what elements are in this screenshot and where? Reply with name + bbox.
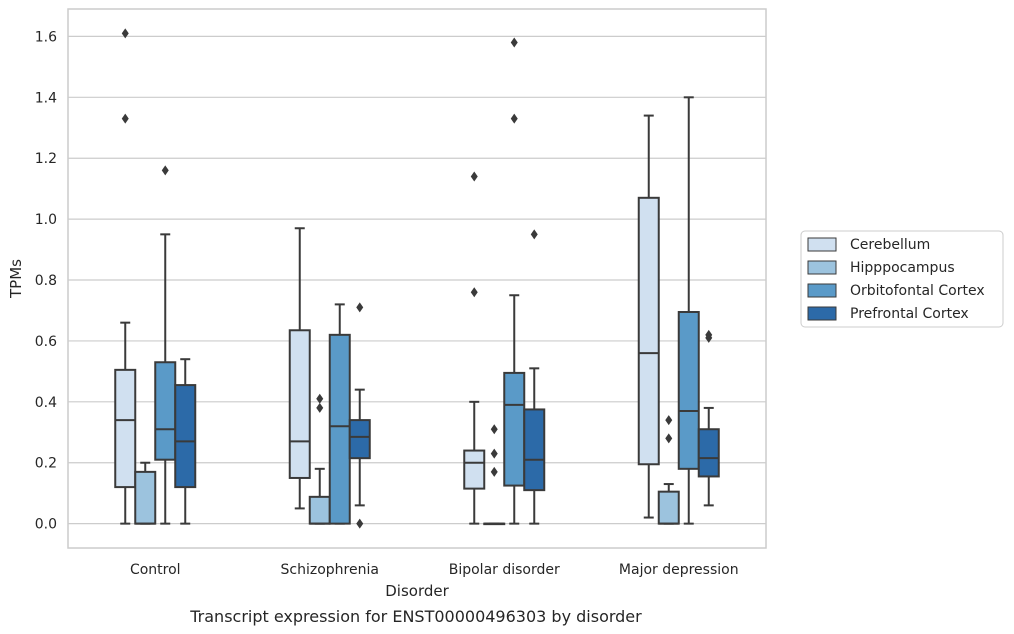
y-tick-label: 0.6 <box>35 334 57 350</box>
box-prefrontal-cortex <box>523 229 546 525</box>
legend-swatch <box>807 283 837 298</box>
box-prefrontal-cortex <box>697 329 720 507</box>
box-iqr <box>463 449 486 490</box>
box-iqr <box>134 470 157 525</box>
x-tick-label: Bipolar disorder <box>449 562 560 578</box>
box-iqr <box>657 490 680 525</box>
box-iqr <box>114 368 137 489</box>
box-hipppocampus <box>483 424 506 526</box>
y-tick-label: 0.8 <box>35 273 57 289</box>
box-cerebellum <box>114 28 137 525</box>
box-hipppocampus <box>134 461 157 525</box>
box-iqr <box>174 384 197 489</box>
outlier-point <box>510 113 518 124</box>
chart-caption: Transcript expression for ENST0000049630… <box>189 607 642 626</box>
box-iqr <box>288 329 311 479</box>
box-orbitofontal-cortex <box>328 303 351 525</box>
outlier-point <box>490 466 498 477</box>
box-groups <box>114 28 720 529</box>
outlier-point <box>705 329 713 340</box>
box-orbitofontal-cortex <box>503 37 526 525</box>
legend-label: Prefrontal Cortex <box>850 306 969 322</box>
box-prefrontal-cortex <box>348 302 371 529</box>
outlier-point <box>470 287 478 298</box>
legend-swatch <box>807 237 837 252</box>
outlier-point <box>356 302 364 313</box>
box-hipppocampus <box>657 415 680 525</box>
box-iqr <box>697 428 720 478</box>
box-iqr <box>523 408 546 492</box>
legend-frame <box>800 230 1004 328</box>
y-tick-labels: 0.0 0.2 0.4 0.6 0.8 1.0 1.2 1.4 1.6 <box>35 29 57 532</box>
outlier-point <box>356 518 364 529</box>
x-tick-label: Control <box>130 562 181 578</box>
box-iqr <box>154 361 177 461</box>
box-hipppocampus <box>308 393 331 525</box>
plot-frame <box>67 8 767 549</box>
outlier-point <box>121 28 129 39</box>
x-tick-label: Major depression <box>619 562 739 578</box>
box-orbitofontal-cortex <box>677 96 700 525</box>
outlier-point <box>510 37 518 48</box>
x-axis-label: Disorder <box>385 582 449 600</box>
outlier-point <box>161 165 169 176</box>
y-tick-label: 0.0 <box>35 517 57 533</box>
outlier-point <box>665 433 673 444</box>
box-iqr <box>677 310 700 470</box>
y-tick-label: 0.4 <box>35 395 57 411</box>
box-prefrontal-cortex <box>174 358 197 525</box>
outlier-point <box>665 415 673 426</box>
outlier-point <box>530 229 538 240</box>
legend-label: Hipppocampus <box>850 260 955 276</box>
outlier-point <box>490 448 498 459</box>
y-tick-label: 1.2 <box>35 151 57 167</box>
legend-swatch <box>807 306 837 321</box>
box-iqr <box>328 333 351 525</box>
box-cerebellum <box>288 227 311 510</box>
box-iqr <box>308 495 331 525</box>
box-cerebellum <box>637 114 660 519</box>
outlier-point <box>470 171 478 182</box>
x-tick-labels: Control Schizophrenia Bipolar disorder Majo… <box>130 562 739 578</box>
box-cerebellum <box>463 171 486 525</box>
legend: Cerebellum Hipppocampus Orbitofontal Corte… <box>800 230 1004 328</box>
y-tick-label: 1.6 <box>35 29 57 45</box>
x-tick-label: Schizophrenia <box>281 562 379 578</box>
legend-label: Cerebellum <box>850 237 930 253</box>
y-axis-label: TPMs <box>7 259 25 299</box>
legend-label: Orbitofontal Cortex <box>850 283 985 299</box>
outlier-point <box>316 393 324 404</box>
y-tick-label: 1.0 <box>35 212 57 228</box>
box-iqr <box>637 196 660 466</box>
box-iqr <box>348 419 371 460</box>
y-tick-label: 1.4 <box>35 90 57 106</box>
outlier-point <box>316 402 324 413</box>
y-tick-label: 0.2 <box>35 456 57 472</box>
legend-swatch <box>807 260 837 275</box>
outlier-point <box>121 113 129 124</box>
outlier-point <box>490 424 498 435</box>
box-iqr <box>503 371 526 487</box>
box-orbitofontal-cortex <box>154 165 177 525</box>
